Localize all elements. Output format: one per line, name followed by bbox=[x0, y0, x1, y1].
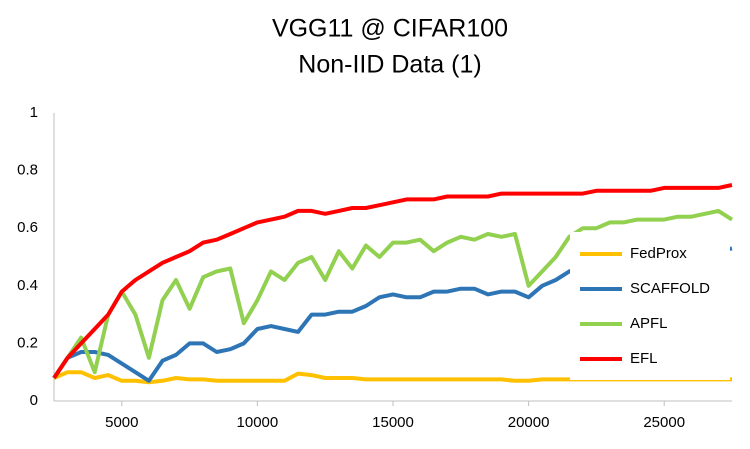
y-tick-label: 0.6 bbox=[17, 219, 38, 236]
legend-label: FedProx bbox=[630, 245, 687, 262]
legend-label: APFL bbox=[630, 315, 668, 332]
legend-box bbox=[570, 232, 730, 380]
x-tick-label: 15000 bbox=[372, 414, 414, 431]
y-tick-label: 0.4 bbox=[17, 277, 38, 294]
chart-subtitle: Non-IID Data (1) bbox=[298, 51, 481, 79]
series-line bbox=[52, 183, 733, 380]
legend-label: SCAFFOLD bbox=[630, 280, 710, 297]
y-tick-label: 0.2 bbox=[17, 334, 38, 351]
x-tick-label: 25000 bbox=[643, 414, 685, 431]
chart-title: VGG11 @ CIFAR100 bbox=[272, 15, 508, 43]
y-tick-label: 0 bbox=[30, 392, 38, 409]
y-tick-label: 1 bbox=[30, 104, 38, 121]
x-tick-label: 20000 bbox=[508, 414, 550, 431]
legend-label: EFL bbox=[630, 350, 658, 367]
y-tick-label: 0.8 bbox=[17, 162, 38, 179]
series-line bbox=[52, 208, 734, 380]
x-tick-label: 5000 bbox=[105, 414, 138, 431]
x-tick-label: 10000 bbox=[237, 414, 279, 431]
